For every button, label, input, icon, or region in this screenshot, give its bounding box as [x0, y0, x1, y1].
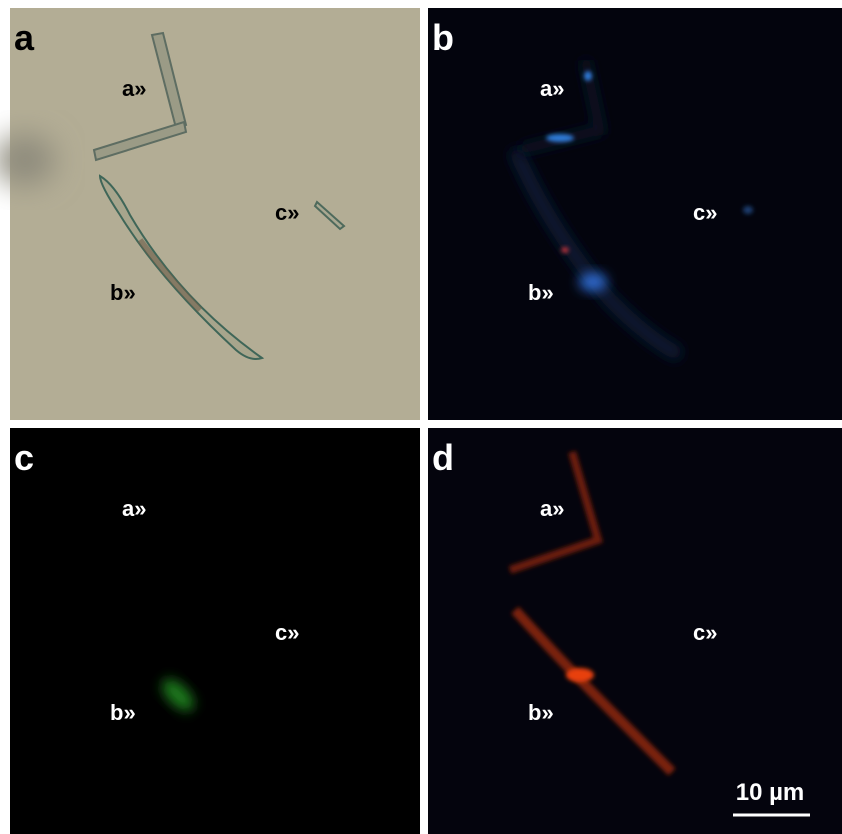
- scale-bar-label: 10 µm: [736, 779, 805, 806]
- panel-label: c: [14, 437, 34, 478]
- cell-marker: a»: [540, 496, 564, 521]
- panel-c-image: [10, 428, 420, 834]
- cell-marker: b»: [528, 700, 554, 725]
- panel-d-image: [428, 428, 842, 834]
- cell-marker: a»: [122, 76, 146, 101]
- panel-a-image: [0, 8, 420, 420]
- cell-marker: b»: [110, 280, 136, 305]
- panel-label: a: [14, 17, 35, 58]
- cell-marker: b»: [110, 700, 136, 725]
- cell-marker: a»: [122, 496, 146, 521]
- panel-b-image: [428, 8, 842, 420]
- cell-marker: c»: [693, 200, 717, 225]
- cell-marker: c»: [693, 620, 717, 645]
- figure: 10 µm a a» b» c» b a» b» c» c a» b» c» d a» b» c»: [0, 0, 842, 834]
- panel-label: b: [432, 17, 454, 58]
- cell-marker: c»: [275, 200, 299, 225]
- panel-label: d: [432, 437, 454, 478]
- cell-marker: b»: [528, 280, 554, 305]
- cell-marker: a»: [540, 76, 564, 101]
- cell-marker: c»: [275, 620, 299, 645]
